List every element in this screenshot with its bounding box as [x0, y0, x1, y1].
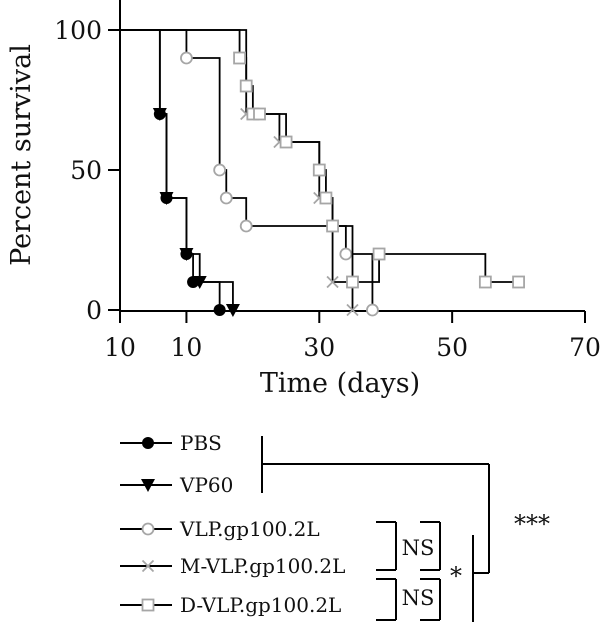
significance-brackets [261, 436, 490, 622]
data-point-vp60 [192, 276, 207, 289]
series-line-d-vlp-gp100-2l [120, 29, 519, 283]
data-point-d-vlp-gp100-2l [372, 247, 386, 261]
x-axis-ticks: 10 10 30 50 70 [104, 311, 600, 362]
data-point-pbs [213, 304, 226, 316]
data-point-d-vlp-gp100-2l [319, 191, 333, 205]
data-point-d-vlp-gp100-2l [239, 79, 253, 93]
legend-marker-pbs [142, 437, 154, 449]
series-d-vlp-gp100-2l [120, 29, 525, 289]
series-vlp-gp100-2l [120, 29, 379, 317]
data-point-vlp-gp100-2l [219, 191, 233, 205]
legend-item-pbs: PBS [120, 431, 222, 455]
data-point-vp60 [159, 192, 174, 205]
data-point-vlp-gp100-2l [213, 163, 227, 177]
legend-marker-vp60 [141, 479, 155, 492]
x-tick-label: 30 [303, 333, 335, 362]
data-point-vp60 [179, 248, 194, 261]
legend-marker-m-vlp-gp100-2l [141, 559, 155, 573]
series-vp60 [120, 29, 240, 317]
data-point-d-vlp-gp100-2l [312, 163, 326, 177]
x-axis-label: Time (days) [260, 368, 420, 399]
x-tick-label: 70 [569, 333, 600, 362]
y-axis-label: Percent survival [6, 44, 37, 266]
data-point-d-vlp-gp100-2l [253, 107, 266, 121]
legend-label: VP60 [179, 473, 233, 497]
data-point-vlp-gp100-2l [339, 247, 353, 261]
series-pbs [120, 29, 226, 316]
data-point-d-vlp-gp100-2l [326, 219, 339, 233]
series-line-pbs [120, 29, 221, 310]
sig-three-star: *** [514, 510, 550, 538]
data-point-vp60 [152, 108, 167, 121]
legend-item-d-vlp-gp100-2l: D-VLP.gp100.2L [120, 593, 341, 617]
data-point-vlp-gp100-2l [180, 51, 193, 65]
legend-marker-vlp-gp100-2l [141, 522, 155, 536]
legend-item-m-vlp-gp100-2l: M-VLP.gp100.2L [120, 554, 345, 578]
legend-label: D-VLP.gp100.2L [180, 593, 341, 617]
x-tick-label: 10 [171, 333, 203, 362]
data-point-m-vlp-gp100-2l [326, 275, 339, 289]
survival-curves [120, 29, 525, 317]
data-point-vlp-gp100-2l [366, 303, 379, 317]
data-point-d-vlp-gp100-2l [346, 275, 359, 289]
x-tick-label: 10 [104, 333, 136, 362]
y-axis-ticks: 0 50 100 [54, 16, 120, 325]
y-tick-label: 100 [54, 16, 102, 45]
legend-item-vlp-gp100-2l: VLP.gp100.2L [120, 517, 320, 541]
data-point-m-vlp-gp100-2l [346, 303, 359, 317]
legend-item-vp60: VP60 [120, 473, 233, 497]
legend: PBS VP60 VLP.gp100.2L M-VLP.gp100.2L D-VLP.g… [120, 431, 345, 617]
data-point-d-vlp-gp100-2l [279, 135, 293, 149]
data-point-d-vlp-gp100-2l [512, 275, 525, 289]
data-point-d-vlp-gp100-2l [233, 51, 246, 65]
legend-label: M-VLP.gp100.2L [180, 554, 345, 578]
data-point-vp60 [225, 304, 240, 317]
series-line-vp60 [120, 29, 234, 310]
sig-star: * [450, 562, 462, 590]
legend-label: VLP.gp100.2L [179, 517, 320, 541]
x-tick-label: 50 [436, 333, 468, 362]
legend-label: PBS [180, 431, 222, 455]
sig-ns-1: NS [402, 536, 435, 560]
y-tick-label: 0 [86, 296, 102, 325]
y-tick-label: 50 [70, 156, 102, 185]
data-point-d-vlp-gp100-2l [478, 275, 492, 289]
data-point-vlp-gp100-2l [239, 219, 253, 233]
legend-marker-d-vlp-gp100-2l [141, 598, 155, 612]
sig-ns-2: NS [402, 586, 435, 610]
